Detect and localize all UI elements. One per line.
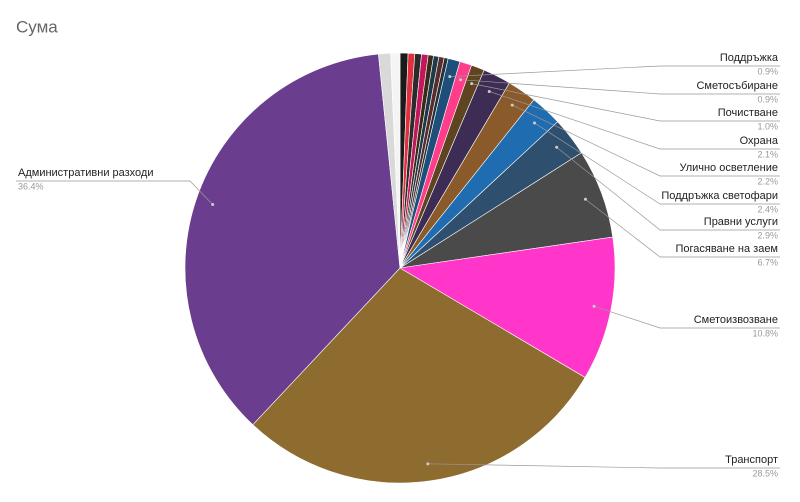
slice-label: Погасяване на заем: [675, 243, 778, 255]
leader-line: [489, 91, 780, 150]
chart-title: Сума: [16, 17, 58, 36]
leader-dot: [592, 304, 596, 308]
slice-label: Административни разходи: [18, 167, 154, 179]
leader-dot: [487, 89, 491, 93]
leader-line: [556, 146, 780, 231]
slice-value-label: 2.9%: [757, 230, 778, 240]
leader-dot: [555, 145, 559, 149]
slice-label: Улично осветление: [679, 162, 778, 174]
slice-value-label: 2.4%: [757, 204, 778, 214]
slice-value-label: 36.4%: [18, 181, 44, 191]
slice-value-label: 1.0%: [757, 121, 778, 131]
leader-dot: [532, 121, 536, 125]
leader-line: [427, 463, 780, 469]
leader-dot: [470, 82, 474, 86]
slice-value-label: 10.8%: [752, 328, 778, 338]
leader-dot: [426, 462, 430, 466]
slice-label: Сметоизвозване: [694, 314, 778, 326]
slice-label: Поддръжка: [720, 52, 779, 64]
leader-dot: [211, 203, 215, 207]
leader-line: [460, 79, 780, 95]
leader-dot: [459, 78, 463, 82]
pie-slice: [184, 53, 401, 426]
leader-line: [449, 65, 780, 77]
slice-label: Охрана: [740, 135, 779, 147]
slice-value-label: 2.2%: [757, 176, 778, 186]
pie-slice: [252, 267, 586, 484]
leader-dot: [510, 103, 514, 107]
slice-label: Поддръжка светофари: [661, 190, 778, 202]
slice-label: Транспорт: [725, 454, 778, 466]
slice-label: Почистване: [718, 107, 778, 119]
leader-line: [585, 198, 780, 258]
pie-slice: [399, 236, 616, 378]
leader-dot: [448, 75, 452, 79]
leader-line: [471, 83, 780, 122]
leader-dot: [583, 197, 587, 201]
leader-line: [16, 180, 213, 205]
slice-value-label: 0.9%: [757, 66, 778, 76]
slice-value-label: 28.5%: [752, 468, 778, 478]
leader-line: [534, 122, 780, 205]
slice-value-label: 6.7%: [757, 257, 778, 267]
slice-value-label: 2.1%: [757, 149, 778, 159]
leader-line: [512, 104, 780, 177]
pie-slice: [390, 52, 401, 269]
slice-label: Сметосъбиране: [696, 80, 778, 92]
slice-label: Правни услуги: [704, 216, 778, 228]
slice-value-label: 0.9%: [757, 94, 778, 104]
leader-line: [593, 305, 780, 329]
